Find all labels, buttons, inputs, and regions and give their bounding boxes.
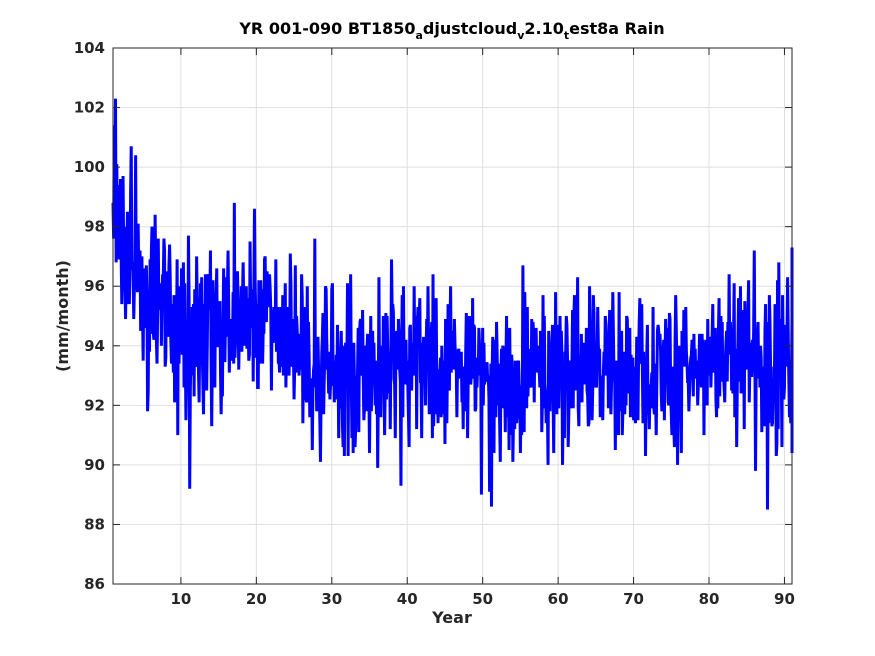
y-tick-label: 100 xyxy=(74,158,105,176)
x-tick-label: 50 xyxy=(472,590,493,608)
title-part: 2.10 xyxy=(524,19,563,38)
title-part: djustcloud xyxy=(423,19,517,38)
chart-title: YR 001-090 BT1850adjustcloudv2.10test8a … xyxy=(238,19,664,42)
series-line-rain xyxy=(111,98,794,510)
y-tick-label: 104 xyxy=(74,39,105,57)
x-tick-label: 70 xyxy=(623,590,644,608)
y-axis-label: (mm/month) xyxy=(53,260,72,372)
y-tick-label: 96 xyxy=(84,277,105,295)
tick-marks xyxy=(113,47,792,585)
y-tick-label: 88 xyxy=(84,515,105,533)
y-tick-label: 98 xyxy=(84,218,105,236)
series-layer xyxy=(111,98,794,510)
tick-labels: 10 20 30 40 50 60 70 80 90 86 88 90 92 94 96 98 100 102 10… xyxy=(74,39,795,608)
title-part: YR 001-090 BT1850 xyxy=(238,19,415,38)
y-tick-label: 102 xyxy=(74,99,105,117)
x-tick-label: 10 xyxy=(170,590,191,608)
x-axis-label: Year xyxy=(431,608,472,627)
title-part: t xyxy=(564,29,569,42)
title-part: est8a Rain xyxy=(569,19,665,38)
x-tick-label: 20 xyxy=(246,590,267,608)
x-tick-label: 30 xyxy=(321,590,342,608)
y-tick-label: 86 xyxy=(84,575,105,593)
title-part: a xyxy=(415,29,422,42)
y-tick-label: 92 xyxy=(84,396,105,414)
x-tick-label: 90 xyxy=(774,590,795,608)
y-tick-label: 94 xyxy=(84,337,105,355)
title-part: v xyxy=(517,29,525,42)
plot-frame xyxy=(112,47,793,585)
y-tick-label: 90 xyxy=(84,456,105,474)
x-tick-label: 40 xyxy=(397,590,418,608)
x-tick-label: 60 xyxy=(548,590,569,608)
x-tick-label: 80 xyxy=(699,590,720,608)
